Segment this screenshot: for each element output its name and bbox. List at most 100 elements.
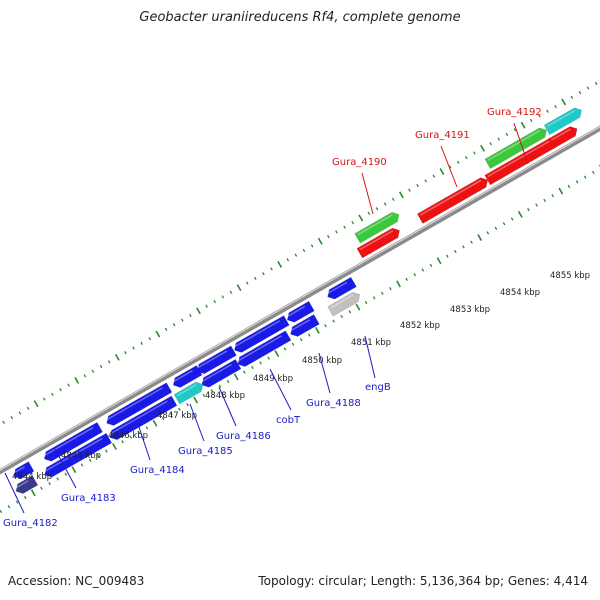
gene-label-gura-4184: Gura_4184: [130, 465, 185, 476]
inner-scale-tick: [23, 495, 27, 500]
accession-label: Accession: NC_009483: [8, 574, 145, 588]
outer-scale-tick: [416, 183, 419, 188]
gene-arrow-engb-shine: [330, 294, 354, 309]
gene-arrow-gura-4185: [173, 381, 204, 405]
inner-scale-tick: [96, 454, 100, 458]
inner-scale-tick: [470, 240, 473, 244]
inner-scale-tick: [494, 226, 498, 230]
gene-arrow-cyan-outer-shine: [546, 109, 576, 128]
gene-label-gura-4190: Gura_4190: [332, 157, 387, 168]
gene-label-engb-leader: [364, 335, 376, 379]
gene-arrow-gura-4188: [290, 314, 320, 337]
inner-scale-tick: [218, 384, 222, 388]
inner-scale-tick: [372, 296, 376, 300]
gene-arrow-gura-4183-shine: [44, 437, 103, 472]
inner-scale-tick: [30, 489, 36, 497]
gene-label-gura-4183: Gura_4183: [61, 493, 116, 504]
inner-scale-tick: [169, 412, 173, 416]
gene-label-cobt: cobT: [276, 415, 301, 426]
outer-scale-tick: [448, 165, 452, 169]
outer-scale-tick: [302, 248, 306, 253]
outer-scale-tick: [367, 211, 371, 215]
outer-scale-tick: [180, 318, 184, 322]
inner-scale-tick: [583, 175, 587, 179]
outer-scale-tick: [351, 221, 354, 225]
gene-arrow-blue-b-shine: [287, 305, 306, 318]
outer-scale-tick: [51, 392, 54, 397]
outer-scale-tick: [155, 330, 161, 338]
inner-scale-tick: [193, 396, 199, 404]
outer-scale-tick: [408, 188, 411, 192]
inner-scale-tick: [355, 303, 361, 311]
inner-scale-tick: [405, 277, 408, 281]
outer-scale-tick: [124, 350, 127, 355]
gene-arrow-blue-b: [286, 300, 315, 323]
outer-scale-tick: [335, 230, 338, 234]
inner-scale-tick: [299, 338, 303, 342]
inner-scale-tick: [283, 347, 287, 351]
inner-scale-tick: [535, 203, 538, 207]
inner-scale-tick: [243, 370, 246, 374]
scale-label: 4849 kbp: [253, 374, 293, 384]
inner-scale-tick: [56, 477, 59, 481]
outer-scale-tick: [505, 132, 509, 137]
inner-scale-tick: [202, 393, 206, 398]
inner-scale-tick: [510, 217, 514, 221]
gene-arrow-gura-4190-shine: [357, 214, 393, 236]
outer-scale-tick: [189, 313, 192, 318]
outer-scale-tick: [439, 168, 445, 175]
gene-label-gura-4188: Gura_4188: [306, 398, 361, 409]
gene-arrow-gura-4183: [44, 432, 113, 478]
outer-scale-tick: [172, 323, 176, 327]
outer-scale-tick: [253, 276, 257, 280]
outer-scale-tick: [424, 179, 428, 183]
outer-scale-tick: [398, 191, 404, 199]
gene-label-gura-4191: Gura_4191: [415, 130, 470, 141]
inner-scale-tick: [7, 505, 11, 509]
inner-scale-tick: [105, 449, 108, 453]
gene-arrow-blue-a-shine: [327, 281, 348, 294]
outer-scale-tick: [33, 400, 39, 408]
inner-scale-tick: [558, 187, 564, 195]
inner-scale-tick: [259, 361, 262, 365]
inner-scale-tick: [233, 373, 239, 381]
gene-arrow-cobt-shine: [237, 335, 282, 362]
inner-scale-tick: [380, 291, 384, 295]
gene-label-gura-4191-leader: [440, 145, 458, 188]
outer-scale-tick: [10, 415, 14, 420]
outer-scale-tick: [343, 225, 346, 229]
gene-arrow-blue-h-shine: [13, 466, 25, 474]
inner-scale-tick: [64, 472, 68, 476]
outer-scale-tick: [196, 307, 201, 315]
outer-scale-tick: [26, 406, 30, 410]
outer-scale-tick: [546, 109, 549, 113]
gene-label-gura-4184-leader: [136, 420, 151, 461]
outer-scale-tick: [59, 388, 62, 392]
inner-scale-tick: [152, 419, 158, 427]
inner-scale-tick: [454, 249, 457, 254]
gene-label-gura-4185-leader: [189, 403, 205, 442]
inner-scale-tick: [436, 257, 442, 265]
scale-label: 4846 kbp: [108, 431, 148, 441]
outer-scale-tick: [132, 346, 135, 350]
inner-scale-tick: [445, 254, 449, 258]
inner-scale-tick: [389, 286, 392, 291]
inner-scale-tick: [332, 319, 335, 323]
outer-scale-tick: [317, 237, 323, 245]
outer-scale-tick: [520, 121, 526, 129]
inner-scale-tick: [413, 273, 417, 277]
outer-scale-tick: [221, 295, 225, 299]
outer-scale-tick: [18, 411, 22, 415]
gene-arrow-blue-h: [13, 461, 35, 479]
outer-scale-tick: [480, 144, 485, 152]
inner-scale-tick: [527, 208, 530, 212]
outer-scale-tick: [67, 383, 70, 387]
outer-scale-tick: [473, 151, 476, 155]
gene-arrow-blue-e-shine: [173, 369, 193, 383]
scale-label: 4855 kbp: [550, 271, 590, 281]
inner-scale-tick: [15, 500, 19, 504]
inner-scale-tick: [291, 342, 295, 346]
outer-scale-tick: [594, 81, 598, 85]
inner-scale-tick: [567, 184, 571, 189]
